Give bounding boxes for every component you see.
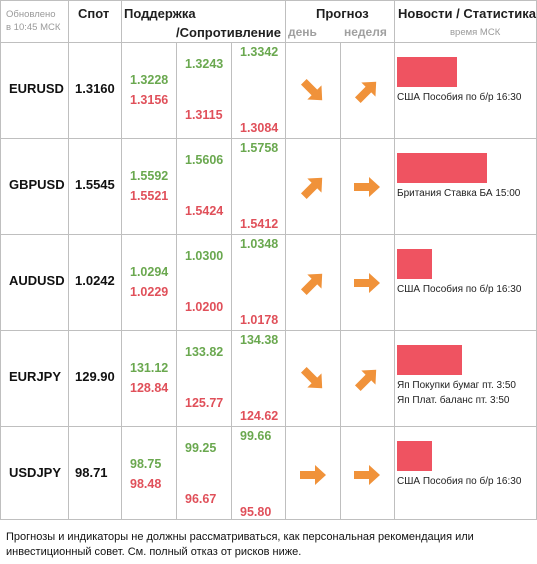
pair-label: EURJPY [9,369,62,384]
news-item[interactable]: США Пособия по б/р 16:30 [397,284,522,295]
resistance-2-value: 1.0200 [185,300,224,314]
col-divider [340,42,341,520]
news-item[interactable]: США Пособия по б/р 16:30 [397,476,522,487]
resistance-3-value: 1.3084 [240,121,279,135]
resistance-2-value: 96.67 [185,492,217,506]
row-divider [0,426,537,427]
row-divider [0,138,537,139]
row-divider [0,42,537,43]
spot-header: Спот [78,6,110,21]
news-item[interactable]: Британия Ставка БА 15:00 [397,188,521,199]
down-right-arrow [292,70,334,112]
resistance-2-value: 1.5424 [185,204,224,218]
resistance-1-value: 98.48 [130,477,162,491]
resistance-3-value: 124.62 [240,409,279,423]
support-2-value: 1.0300 [185,249,224,263]
day-header: день [288,25,317,39]
support-3-value: 1.0348 [240,237,279,251]
col-divider [176,42,177,520]
pair-label: USDJPY [9,465,62,480]
support-2-value: 1.5606 [185,153,224,167]
support-3-value: 1.5758 [240,141,279,155]
spot-value: 1.5545 [75,177,115,192]
col-divider [68,0,69,520]
resistance-1-value: 1.3156 [130,93,169,107]
support-1-value: 131.12 [130,361,169,375]
news-header: Новости / Статистика [398,6,537,21]
resistance-2-value: 1.3115 [185,108,223,122]
news-impact-bar [397,441,432,471]
pair-label: EURUSD [9,81,64,96]
support-2-value: 1.3243 [185,57,224,71]
updated-label: Обновлено в 10:45 МСК [6,9,61,33]
up-right-arrow [292,166,334,208]
support-3-value: 1.3342 [240,45,279,59]
support-1-value: 1.0294 [130,265,169,279]
news-item[interactable]: Яп Плат. баланс пт. 3:50 [397,395,510,406]
news-impact-bar [397,249,432,279]
spot-value: 98.71 [75,465,108,480]
support-3-value: 134.38 [240,333,279,347]
up-right-arrow [292,262,334,304]
spot-value: 1.0242 [75,273,115,288]
resistance-3-value: 1.5412 [240,217,279,231]
right-arrow [352,460,382,490]
news-item[interactable]: США Пособия по б/р 16:30 [397,92,522,103]
disclaimer-text: Прогнозы и индикаторы не должны рассматр… [6,531,474,558]
news-impact-bar [397,345,462,375]
down-right-arrow [292,358,334,400]
pair-label: AUDUSD [9,273,65,288]
news-impact-bar [397,153,487,183]
support-3-value: 99.66 [240,429,272,443]
row-divider [0,234,537,235]
resistance-1-value: 1.5521 [130,189,169,203]
news-impact-bar [397,57,457,87]
resistance-3-value: 95.80 [240,505,272,519]
support-1-value: 1.5592 [130,169,169,183]
right-arrow [298,460,328,490]
col-divider [231,42,232,520]
support-1-value: 98.75 [130,457,162,471]
resistance-3-value: 1.0178 [240,313,279,327]
resistance-2-value: 125.77 [185,396,224,410]
news-item[interactable]: Яп Покупки бумаг пт. 3:50 [397,380,516,391]
col-divider [121,0,122,520]
up-right-arrow [346,70,388,112]
resistance-1-value: 128.84 [130,381,169,395]
msk-time-label: время МСК [450,27,501,38]
right-arrow [352,268,382,298]
resistance-1-value: 1.0229 [130,285,169,299]
col-divider [394,0,395,520]
spot-value: 1.3160 [75,81,115,96]
week-header: неделя [344,25,387,39]
support-2-value: 133.82 [185,345,224,359]
col-divider [285,0,286,520]
spot-value: 129.90 [75,369,115,384]
support-1-value: 1.3228 [130,73,169,87]
row-divider [0,330,537,331]
resistance-header: /Сопротивление [176,25,281,40]
support-2-value: 99.25 [185,441,217,455]
up-right-arrow [346,358,388,400]
support-header: Поддержка [124,6,196,21]
right-arrow [352,172,382,202]
pair-label: GBPUSD [9,177,65,192]
forex-table: Обновлено в 10:45 МСК Спот Поддержка /Со… [0,0,537,520]
forecast-header: Прогноз [316,6,369,21]
